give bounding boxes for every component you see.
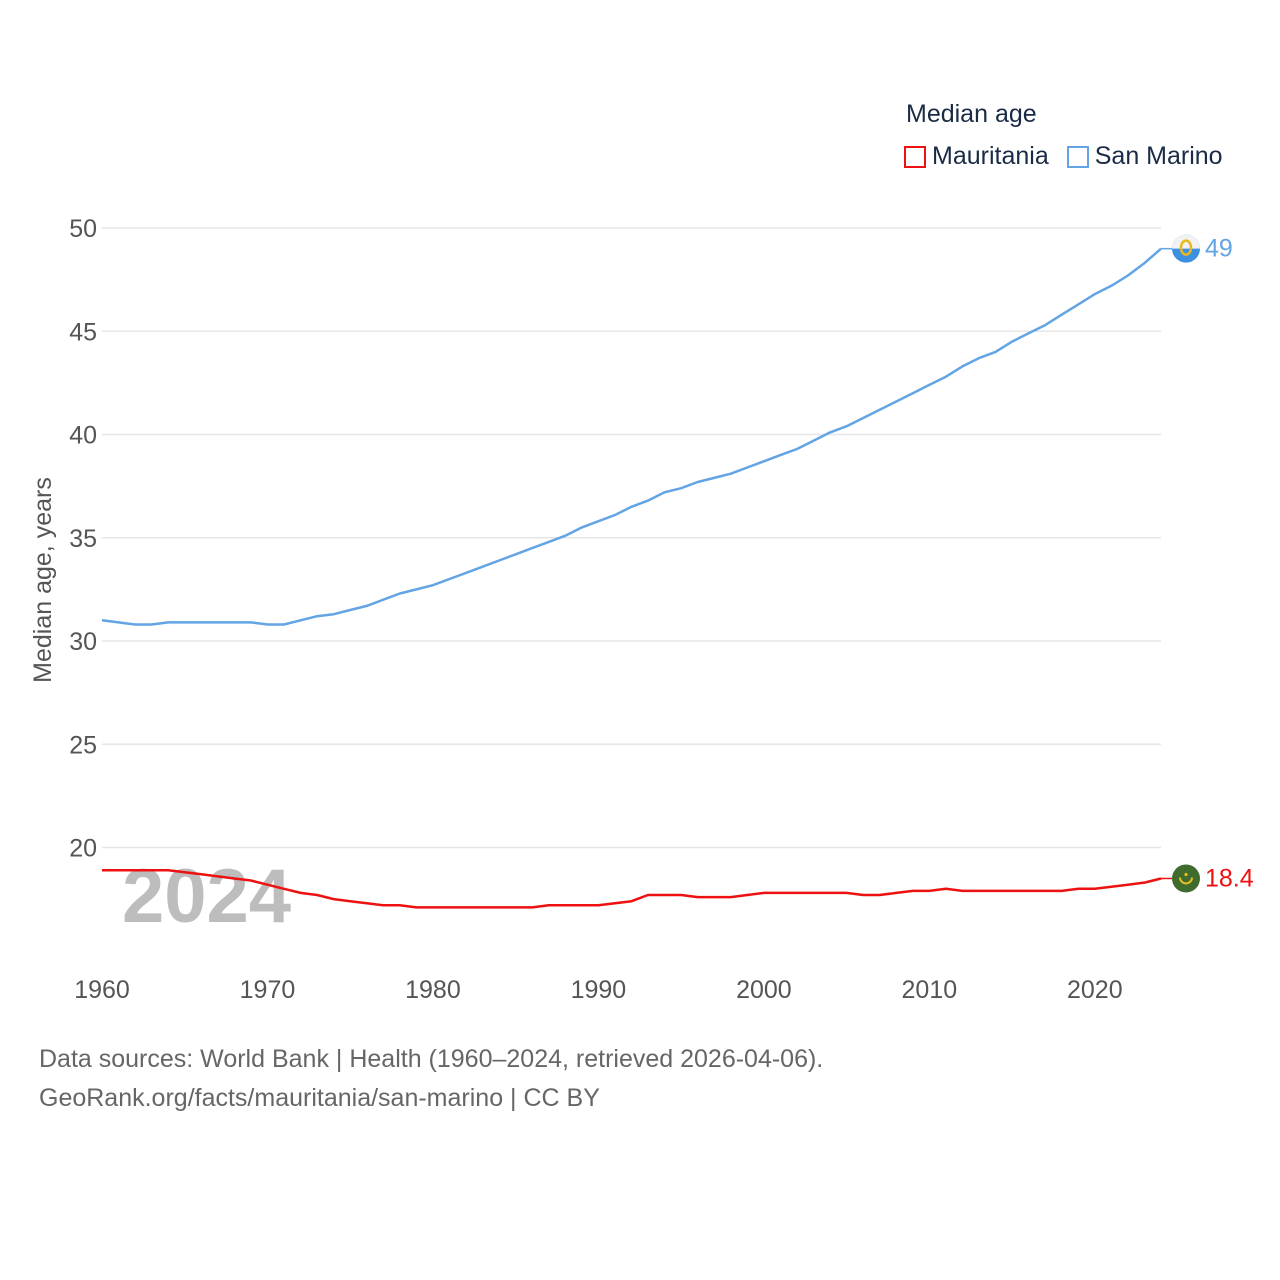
x-tick-label-1990: 1990: [571, 976, 627, 1004]
x-tick-label-1980: 1980: [405, 976, 461, 1004]
y-tick-label-20: 20: [69, 835, 97, 863]
y-axis-ticks: 20 25 30 35 40 45 50: [69, 215, 97, 863]
end-label-mauritania: 18.4: [1205, 864, 1254, 892]
year-watermark: 2024: [122, 854, 291, 939]
series-line-mauritania[interactable]: [102, 868, 1162, 909]
footer-sources: Data sources: World Bank | Health (1960–…: [39, 1045, 824, 1073]
legend-item-mauritania[interactable]: Mauritania: [904, 142, 1049, 171]
y-tick-label-25: 25: [69, 731, 97, 759]
legend-title: Median age: [906, 100, 1037, 128]
x-tick-label-2010: 2010: [902, 976, 958, 1004]
legend-item-san-marino[interactable]: San Marino: [1066, 142, 1223, 171]
x-tick-label-2000: 2000: [736, 976, 792, 1004]
legend-swatch-mauritania: [904, 145, 926, 168]
y-tick-label-30: 30: [69, 628, 97, 656]
x-tick-label-2020: 2020: [1067, 976, 1123, 1004]
footer-link[interactable]: GeoRank.org/facts/mauritania/san-marino …: [39, 1084, 600, 1112]
flag-marker-san-marino: [1172, 234, 1200, 263]
x-axis-ticks: 1960 1970 1980 1990 2000 2010 2020: [74, 976, 1122, 1004]
legend-label-san-marino: San Marino: [1094, 142, 1223, 170]
grid-lines: [102, 227, 1161, 849]
x-tick-label-1970: 1970: [240, 976, 296, 1004]
legend-label-mauritania: Mauritania: [932, 142, 1049, 170]
series-line-san-marino[interactable]: [101, 247, 1162, 626]
series-end-markers: 18.4 49: [1161, 234, 1254, 893]
y-tick-label-35: 35: [69, 525, 97, 553]
legend: Mauritania San Marino: [904, 142, 1241, 171]
legend-swatch-san-marino: [1066, 145, 1089, 168]
x-tick-label-1960: 1960: [74, 976, 130, 1004]
end-label-san-marino: 49: [1205, 235, 1233, 263]
series-lines: [101, 247, 1162, 909]
y-tick-label-50: 50: [69, 215, 97, 243]
y-axis-label: Median age, years: [29, 477, 57, 683]
y-tick-label-45: 45: [69, 318, 97, 346]
y-tick-label-40: 40: [69, 422, 97, 450]
flag-marker-mauritania: [1172, 864, 1200, 893]
